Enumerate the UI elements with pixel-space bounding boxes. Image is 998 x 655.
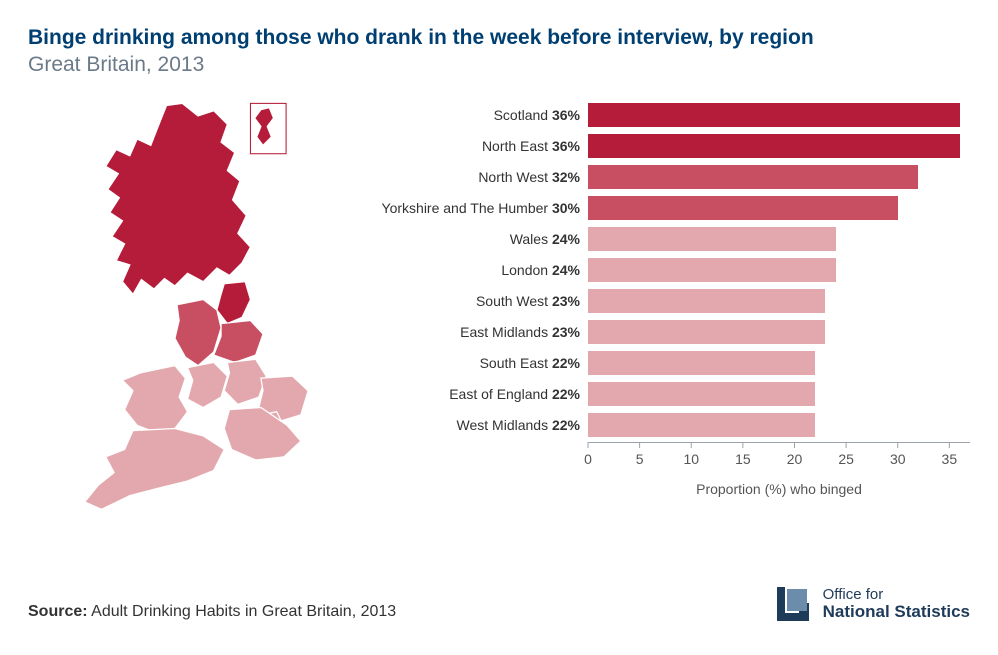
bar bbox=[588, 320, 825, 344]
bar-label: Wales 24% bbox=[378, 231, 588, 247]
map-svg bbox=[28, 95, 368, 525]
map-region-scotland bbox=[106, 104, 251, 295]
source-citation: Source: Adult Drinking Habits in Great B… bbox=[28, 603, 396, 621]
map-region-north-east bbox=[217, 282, 251, 324]
x-tick-label: 35 bbox=[942, 451, 958, 467]
bar bbox=[588, 258, 836, 282]
bar-label: West Midlands 22% bbox=[378, 417, 588, 433]
bar-row: North West 32% bbox=[378, 161, 970, 192]
map-region-south-west bbox=[85, 429, 224, 510]
ons-logo-icon bbox=[771, 583, 813, 625]
map-region-shetland-inset bbox=[255, 108, 274, 146]
bar bbox=[588, 351, 815, 375]
ons-logo: Office for National Statistics bbox=[771, 583, 970, 625]
map-region-east-midlands bbox=[224, 360, 266, 405]
bar bbox=[588, 165, 918, 189]
logo-line1: Office for bbox=[823, 587, 970, 603]
bar-label: North West 32% bbox=[378, 169, 588, 185]
bar-row: Scotland 36% bbox=[378, 99, 970, 130]
bar bbox=[588, 413, 815, 437]
x-tick-label: 5 bbox=[636, 451, 644, 467]
bar bbox=[588, 196, 898, 220]
x-axis: 0 5 10 15 20 25 30 35 bbox=[378, 442, 970, 475]
bar bbox=[588, 289, 825, 313]
x-tick-label: 0 bbox=[584, 451, 592, 467]
source-label: Source: bbox=[28, 603, 88, 620]
map-region-west-midlands bbox=[188, 363, 228, 408]
x-axis-label: Proportion (%) who binged bbox=[588, 481, 970, 497]
bar-label: East of England 22% bbox=[378, 386, 588, 402]
bar bbox=[588, 382, 815, 406]
bar bbox=[588, 134, 960, 158]
bar-label: South West 23% bbox=[378, 293, 588, 309]
x-tick-label: 30 bbox=[890, 451, 906, 467]
bar-row: West Midlands 22% bbox=[378, 409, 970, 440]
bar-chart: Scotland 36% North East 36% North West 32%… bbox=[368, 95, 970, 525]
choropleth-map bbox=[28, 95, 368, 525]
source-text: Adult Drinking Habits in Great Britain, … bbox=[91, 603, 396, 620]
bar-row: North East 36% bbox=[378, 130, 970, 161]
bar-row: South East 22% bbox=[378, 347, 970, 378]
bar-label: North East 36% bbox=[378, 138, 588, 154]
bar-row: Wales 24% bbox=[378, 223, 970, 254]
bar bbox=[588, 103, 960, 127]
map-region-wales bbox=[122, 366, 187, 433]
chart-title: Binge drinking among those who drank in … bbox=[28, 24, 970, 51]
x-tick-label: 25 bbox=[838, 451, 854, 467]
chart-subtitle: Great Britain, 2013 bbox=[28, 53, 970, 77]
x-tick-label: 20 bbox=[787, 451, 803, 467]
bar-label: South East 22% bbox=[378, 355, 588, 371]
bar-label: London 24% bbox=[378, 262, 588, 278]
bar-row: South West 23% bbox=[378, 285, 970, 316]
bar-row: East Midlands 23% bbox=[378, 316, 970, 347]
map-region-yorkshire-and-the-humber bbox=[214, 321, 263, 363]
logo-line2: National Statistics bbox=[823, 603, 970, 621]
ons-logo-text: Office for National Statistics bbox=[823, 587, 970, 621]
bar-label: East Midlands 23% bbox=[378, 324, 588, 340]
bar bbox=[588, 227, 836, 251]
content-row: Scotland 36% North East 36% North West 32%… bbox=[28, 95, 970, 525]
bar-label: Scotland 36% bbox=[378, 107, 588, 123]
bar-label: Yorkshire and The Humber 30% bbox=[378, 200, 588, 216]
bar-row: Yorkshire and The Humber 30% bbox=[378, 192, 970, 223]
bar-row: London 24% bbox=[378, 254, 970, 285]
x-tick-label: 15 bbox=[735, 451, 751, 467]
bar-row: East of England 22% bbox=[378, 378, 970, 409]
x-tick-label: 10 bbox=[683, 451, 699, 467]
